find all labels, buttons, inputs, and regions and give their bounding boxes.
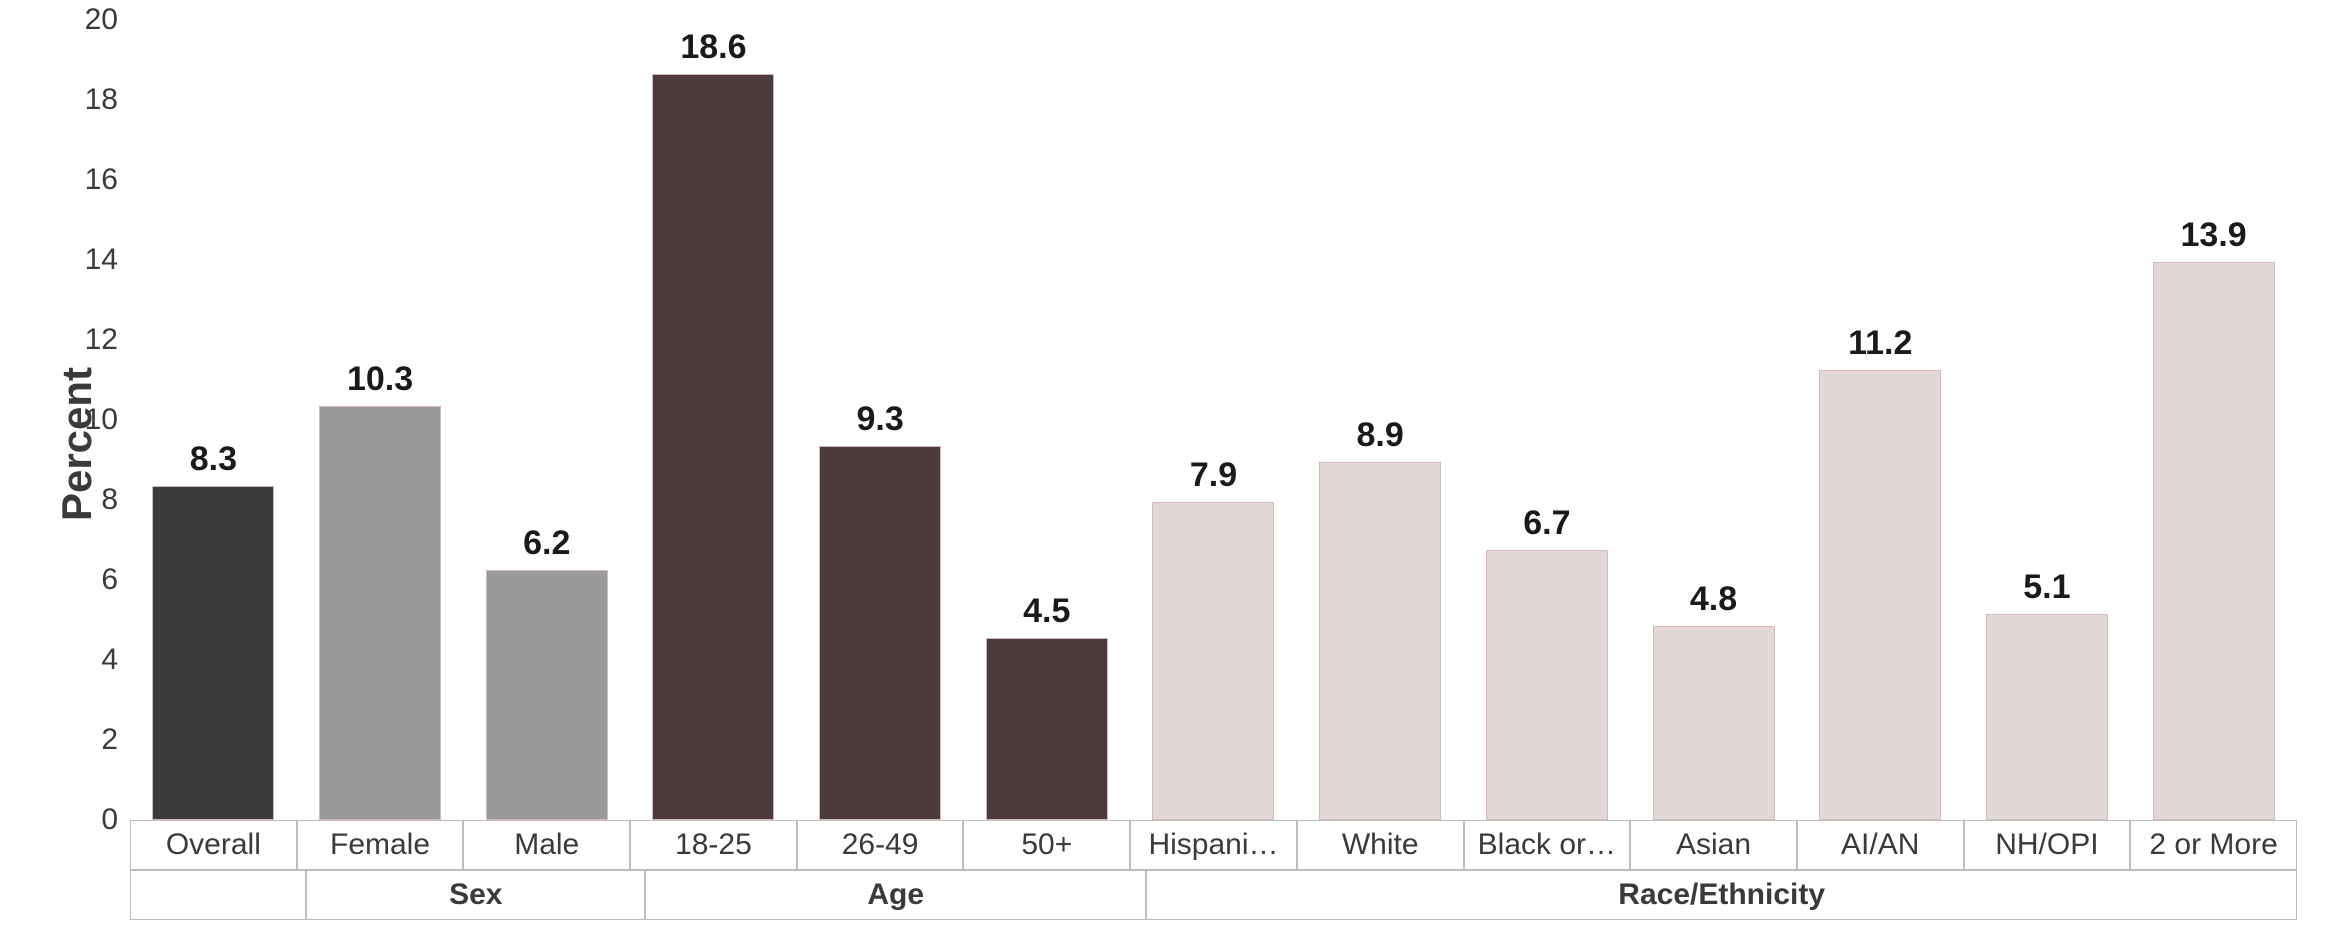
x-axis-groups-row: SexAgeRace/Ethnicity xyxy=(130,870,2297,920)
x-axis: OverallFemaleMale18-2526-4950+Hispani…Wh… xyxy=(130,820,2297,920)
bar-slot: 7.9 xyxy=(1130,20,1297,820)
bar: 6.7 xyxy=(1486,550,1608,820)
x-axis-labels-row: OverallFemaleMale18-2526-4950+Hispani…Wh… xyxy=(130,820,2297,870)
x-axis-label: 50+ xyxy=(963,820,1130,870)
x-axis-label: Asian xyxy=(1630,820,1797,870)
y-tick-label: 18 xyxy=(85,83,118,117)
bar-value-label: 9.3 xyxy=(856,400,903,439)
x-axis-label: Black or… xyxy=(1464,820,1631,870)
x-axis-label: 26-49 xyxy=(797,820,964,870)
x-axis-label: Female xyxy=(297,820,464,870)
bar: 6.2 xyxy=(486,570,608,820)
x-axis-group-label: Race/Ethnicity xyxy=(1146,870,2297,920)
y-tick-label: 8 xyxy=(101,483,118,517)
bar: 10.3 xyxy=(319,406,441,820)
x-axis-label: AI/AN xyxy=(1797,820,1964,870)
bar-slot: 4.8 xyxy=(1630,20,1797,820)
x-axis-label: 18-25 xyxy=(630,820,797,870)
bar-slot: 4.5 xyxy=(963,20,1130,820)
bars-container: 8.3 10.3 6.2 18.6 9.3 4.5 7.9 8.9 6.7 4.8 11.2 5.1 1… xyxy=(130,20,2297,820)
bar-value-label: 10.3 xyxy=(347,360,413,399)
bar-slot: 6.7 xyxy=(1464,20,1631,820)
y-tick-label: 6 xyxy=(101,563,118,597)
x-axis-group-label xyxy=(130,870,306,920)
bar-value-label: 18.6 xyxy=(680,28,746,67)
bar-chart: Percent 8.3 10.3 6.2 18.6 9.3 4.5 7.9 8.9 6.7 4.8… xyxy=(0,0,2327,935)
bar-slot: 8.3 xyxy=(130,20,297,820)
bar-slot: 10.3 xyxy=(297,20,464,820)
y-tick-label: 14 xyxy=(85,243,118,277)
bar-slot: 6.2 xyxy=(463,20,630,820)
y-tick-label: 12 xyxy=(85,323,118,357)
bar-slot: 13.9 xyxy=(2130,20,2297,820)
bar: 13.9 xyxy=(2153,262,2275,820)
y-tick-label: 4 xyxy=(101,643,118,677)
x-axis-label: Hispani… xyxy=(1130,820,1297,870)
bar-value-label: 4.5 xyxy=(1023,592,1070,631)
bar-value-label: 8.3 xyxy=(190,440,237,479)
y-tick-label: 10 xyxy=(85,403,118,437)
bar: 11.2 xyxy=(1819,370,1941,820)
bar: 5.1 xyxy=(1986,614,2108,820)
x-axis-label: Overall xyxy=(130,820,297,870)
bar-slot: 9.3 xyxy=(797,20,964,820)
bar: 4.5 xyxy=(986,638,1108,820)
x-axis-label: NH/OPI xyxy=(1964,820,2131,870)
bar: 8.9 xyxy=(1319,462,1441,820)
bar: 8.3 xyxy=(152,486,274,820)
x-axis-group-label: Sex xyxy=(306,870,645,920)
bar: 9.3 xyxy=(819,446,941,820)
bar-slot: 8.9 xyxy=(1297,20,1464,820)
y-tick-label: 2 xyxy=(101,723,118,757)
bar: 4.8 xyxy=(1653,626,1775,820)
bar-value-label: 8.9 xyxy=(1357,416,1404,455)
bar-slot: 11.2 xyxy=(1797,20,1964,820)
plot-area: 8.3 10.3 6.2 18.6 9.3 4.5 7.9 8.9 6.7 4.8 11.2 5.1 1… xyxy=(130,20,2297,820)
bar-value-label: 6.7 xyxy=(1523,504,1570,543)
bar-value-label: 13.9 xyxy=(2181,216,2247,255)
bar-slot: 18.6 xyxy=(630,20,797,820)
bar-value-label: 11.2 xyxy=(1848,324,1912,363)
bar: 7.9 xyxy=(1152,502,1274,820)
bar-value-label: 4.8 xyxy=(1690,580,1737,619)
y-axis-title: Percent xyxy=(53,366,101,520)
bar-value-label: 5.1 xyxy=(2023,568,2070,607)
x-axis-label: White xyxy=(1297,820,1464,870)
y-tick-label: 0 xyxy=(101,803,118,837)
y-tick-label: 16 xyxy=(85,163,118,197)
x-axis-label: 2 or More xyxy=(2130,820,2297,870)
bar-slot: 5.1 xyxy=(1964,20,2131,820)
y-tick-label: 20 xyxy=(85,3,118,37)
x-axis-group-label: Age xyxy=(645,870,1146,920)
bar-value-label: 7.9 xyxy=(1190,456,1237,495)
x-axis-label: Male xyxy=(463,820,630,870)
bar-value-label: 6.2 xyxy=(523,524,570,563)
bar: 18.6 xyxy=(652,74,774,820)
